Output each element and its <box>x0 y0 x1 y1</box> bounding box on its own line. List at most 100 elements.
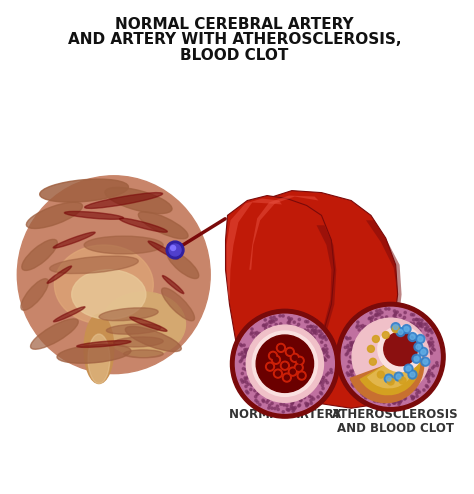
Circle shape <box>347 366 349 368</box>
Circle shape <box>410 395 413 398</box>
Circle shape <box>372 316 374 318</box>
Circle shape <box>324 359 327 361</box>
Circle shape <box>310 396 313 399</box>
Circle shape <box>272 319 274 322</box>
Circle shape <box>346 372 348 374</box>
Circle shape <box>351 383 354 386</box>
Circle shape <box>369 358 376 365</box>
Circle shape <box>258 332 261 335</box>
Circle shape <box>326 373 328 376</box>
Ellipse shape <box>106 324 161 334</box>
Circle shape <box>412 397 414 399</box>
Circle shape <box>319 382 321 384</box>
Circle shape <box>275 318 277 321</box>
Circle shape <box>414 342 423 351</box>
Circle shape <box>314 329 316 332</box>
Circle shape <box>271 353 275 358</box>
Ellipse shape <box>99 308 158 321</box>
Circle shape <box>358 329 360 331</box>
Circle shape <box>251 383 254 386</box>
Circle shape <box>262 325 264 327</box>
Circle shape <box>377 395 379 398</box>
Circle shape <box>274 408 276 410</box>
Circle shape <box>289 319 291 321</box>
Ellipse shape <box>54 307 85 322</box>
Polygon shape <box>227 199 282 299</box>
Circle shape <box>244 355 246 357</box>
Ellipse shape <box>119 218 167 232</box>
Circle shape <box>430 343 432 345</box>
Text: NORMAL CEREBRAL ARTERY: NORMAL CEREBRAL ARTERY <box>115 16 354 32</box>
Ellipse shape <box>40 179 128 202</box>
Circle shape <box>363 385 365 387</box>
Circle shape <box>292 355 297 360</box>
Circle shape <box>418 391 420 393</box>
Circle shape <box>310 325 312 328</box>
Circle shape <box>278 345 283 350</box>
Ellipse shape <box>85 193 163 208</box>
Circle shape <box>353 369 355 371</box>
Circle shape <box>429 329 432 331</box>
Circle shape <box>330 371 333 373</box>
Circle shape <box>364 326 366 328</box>
Circle shape <box>412 314 415 316</box>
Circle shape <box>428 380 430 383</box>
Circle shape <box>245 381 247 383</box>
Circle shape <box>362 386 364 389</box>
Circle shape <box>432 347 434 350</box>
Circle shape <box>385 316 388 318</box>
Polygon shape <box>315 225 337 359</box>
Circle shape <box>431 344 434 347</box>
Circle shape <box>256 393 258 396</box>
Circle shape <box>305 321 307 323</box>
Circle shape <box>361 392 363 395</box>
Circle shape <box>288 321 291 323</box>
Circle shape <box>433 349 436 351</box>
Circle shape <box>350 343 353 345</box>
Circle shape <box>321 378 324 381</box>
Circle shape <box>321 332 323 335</box>
Circle shape <box>427 377 429 380</box>
Circle shape <box>349 356 352 358</box>
Circle shape <box>275 371 281 376</box>
Circle shape <box>239 360 242 363</box>
Circle shape <box>394 312 397 314</box>
Circle shape <box>319 334 321 336</box>
Circle shape <box>416 392 418 395</box>
Circle shape <box>311 329 313 332</box>
Circle shape <box>298 323 300 326</box>
Circle shape <box>344 346 346 349</box>
Circle shape <box>391 323 400 331</box>
Polygon shape <box>252 191 398 408</box>
Circle shape <box>398 394 400 397</box>
Circle shape <box>379 309 381 312</box>
Circle shape <box>377 400 379 403</box>
Circle shape <box>312 329 314 331</box>
Circle shape <box>431 331 433 334</box>
Ellipse shape <box>148 241 178 259</box>
Ellipse shape <box>167 251 199 279</box>
Circle shape <box>380 401 382 403</box>
Circle shape <box>290 405 292 408</box>
Circle shape <box>368 393 371 396</box>
Circle shape <box>287 349 292 354</box>
Circle shape <box>412 319 415 321</box>
Ellipse shape <box>101 292 185 356</box>
Circle shape <box>403 398 406 400</box>
Circle shape <box>418 322 420 324</box>
Circle shape <box>425 375 427 377</box>
Circle shape <box>241 351 243 354</box>
Circle shape <box>404 311 406 314</box>
Ellipse shape <box>84 236 163 254</box>
Circle shape <box>349 337 351 339</box>
Circle shape <box>419 330 421 332</box>
Circle shape <box>275 324 277 326</box>
Circle shape <box>290 353 299 362</box>
Circle shape <box>423 323 426 326</box>
Circle shape <box>410 334 415 339</box>
Circle shape <box>373 335 379 342</box>
Circle shape <box>428 370 431 371</box>
Circle shape <box>351 341 354 344</box>
Circle shape <box>257 392 260 394</box>
Circle shape <box>244 363 246 365</box>
